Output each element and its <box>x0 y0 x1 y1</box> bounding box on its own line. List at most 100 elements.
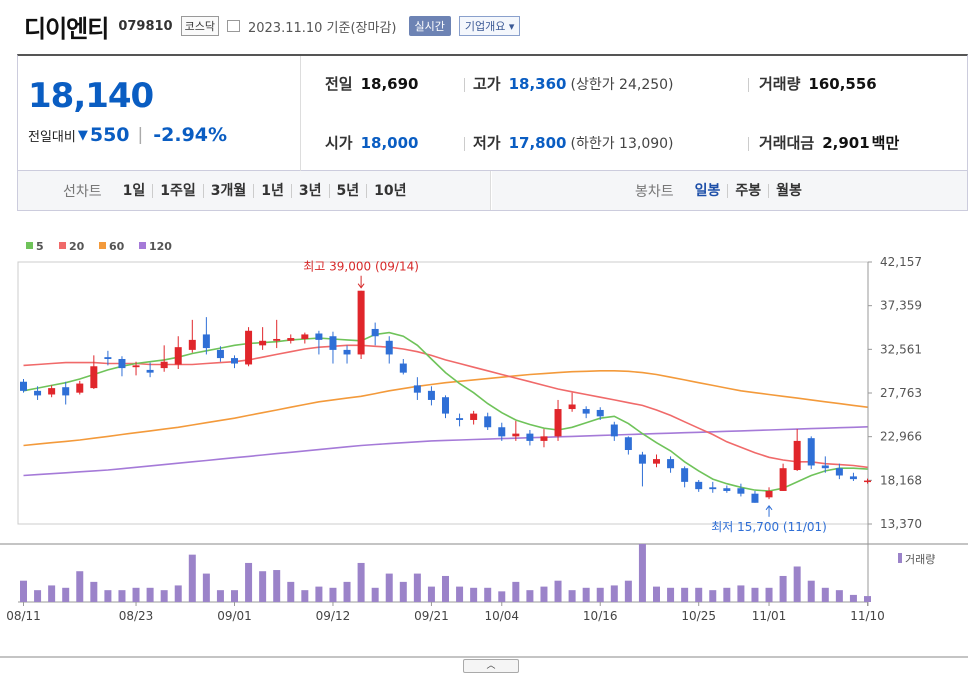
candle-tab-0[interactable]: 일봉 <box>694 182 721 199</box>
volume-bar <box>681 587 689 602</box>
market-badge: 코스닥 <box>180 16 219 36</box>
open-value: 18,000 <box>360 134 419 152</box>
candle-body <box>512 433 520 437</box>
candle-body <box>357 290 365 355</box>
legend-label-5: 5 <box>36 240 44 253</box>
x-tick-label: 08/11 <box>6 609 41 623</box>
collapse-button[interactable]: ︿ <box>463 659 519 673</box>
candle-body <box>864 480 871 483</box>
candle-body <box>751 493 759 503</box>
candle-body <box>174 347 182 365</box>
volume: 거래량 160,556 <box>759 73 877 94</box>
trade-amount: 거래대금 2,901 백만 <box>759 132 899 153</box>
down-triangle-icon: ▼ <box>77 127 88 143</box>
candle-body <box>779 468 787 491</box>
volume-bar <box>216 590 224 602</box>
volume-bar <box>202 573 210 602</box>
legend-label-120: 120 <box>149 240 172 253</box>
candle-body <box>610 424 618 437</box>
candle-tab-2[interactable]: 월봉 <box>768 183 809 198</box>
candle-body <box>624 437 632 451</box>
candle-body <box>146 369 154 373</box>
volume-bar <box>667 587 675 602</box>
high-price: 고가 18,360 (상한가 24,250) <box>473 73 674 94</box>
volume-bar <box>751 587 759 602</box>
change-percent: -2.94% <box>153 124 228 146</box>
x-tick-label: 09/01 <box>217 609 252 623</box>
x-tick-label: 10/04 <box>484 609 519 623</box>
candle-body <box>287 338 295 341</box>
line-tab-2[interactable]: 3개월 <box>202 183 254 198</box>
stock-code: 079810 <box>118 18 173 34</box>
legend-swatch-120 <box>139 242 146 249</box>
change-value: 550 <box>89 124 130 146</box>
volume-bar <box>160 590 168 602</box>
volume-bar <box>34 590 42 602</box>
company-info-dropdown[interactable]: 기업개요 ▾ <box>458 16 521 36</box>
line-tab-0[interactable]: 1일 <box>122 182 146 199</box>
low-price: 저가 17,800 (하한가 13,090) <box>473 132 674 153</box>
candle-body <box>498 427 506 437</box>
volume-bar <box>864 596 871 602</box>
quote-box: 18,140 전일대비 ▼ 550 | -2.94% 전일 18,690 고가 … <box>17 54 968 171</box>
y-tick-label: 27,763 <box>880 386 922 400</box>
volume-bar <box>849 594 857 602</box>
volume-bar <box>835 590 843 602</box>
line-tab-6[interactable]: 10년 <box>366 183 413 198</box>
candle-body <box>582 409 590 414</box>
candle-body <box>709 487 717 490</box>
line-chart-title: 선차트 <box>63 183 102 200</box>
candle-body <box>48 388 56 395</box>
candle-body <box>76 383 84 393</box>
volume-bar <box>709 590 717 602</box>
candle-body <box>20 381 27 391</box>
divider <box>464 78 465 92</box>
line-tab-3[interactable]: 1년 <box>253 183 291 198</box>
candle-body <box>681 468 689 482</box>
volume-bar <box>371 587 379 602</box>
line-tab-1[interactable]: 1주일 <box>152 183 203 198</box>
y-tick-label: 13,370 <box>880 517 922 531</box>
volume-bar <box>287 581 295 602</box>
volume-bar <box>427 586 435 602</box>
change-label: 전일대비 <box>28 129 76 145</box>
volume-bar <box>821 587 829 602</box>
line-tab-4[interactable]: 3년 <box>290 183 329 198</box>
chevron-down-icon: ▾ <box>508 20 515 33</box>
realtime-button[interactable]: 실시간 <box>408 16 451 36</box>
candle-body <box>188 339 196 350</box>
chart-period-bar: 선차트 1일 1주일 3개월 1년 3년 5년 10년 봉차트 일봉 주봉 월봉 <box>17 171 968 211</box>
volume-legend-swatch <box>898 553 902 563</box>
volume-bar <box>385 573 393 602</box>
candle-chart-title: 봉차트 <box>635 183 674 200</box>
lower-limit: (하한가 13,090) <box>570 136 674 152</box>
current-price: 18,140 <box>28 76 154 116</box>
volume-bar <box>329 587 337 602</box>
candle-body <box>231 358 238 364</box>
volume-bar <box>48 585 56 602</box>
legend-swatch-5 <box>26 242 33 249</box>
volume-bar <box>231 590 238 602</box>
volume-bar <box>188 554 196 602</box>
volume-label: 거래량 <box>759 75 801 93</box>
volume-bar <box>470 587 478 602</box>
candle-body <box>399 363 407 373</box>
divider <box>748 137 749 151</box>
volume-bar <box>174 585 182 602</box>
candle-body <box>695 481 703 490</box>
candle-tab-1[interactable]: 주봉 <box>727 183 768 198</box>
candle-body <box>118 358 126 369</box>
legend-swatch-60 <box>99 242 106 249</box>
volume-bar <box>568 590 576 602</box>
candle-body <box>315 333 323 340</box>
volume-bar <box>737 585 745 602</box>
line-tab-5[interactable]: 5년 <box>328 183 367 198</box>
volume-bar <box>357 562 365 602</box>
volume-bar <box>624 580 632 602</box>
volume-bar <box>484 587 492 602</box>
volume-bar <box>132 587 140 602</box>
volume-bar <box>793 566 801 602</box>
candle-body <box>104 357 112 359</box>
y-tick-label: 37,359 <box>880 299 922 313</box>
volume-bar <box>498 591 506 602</box>
